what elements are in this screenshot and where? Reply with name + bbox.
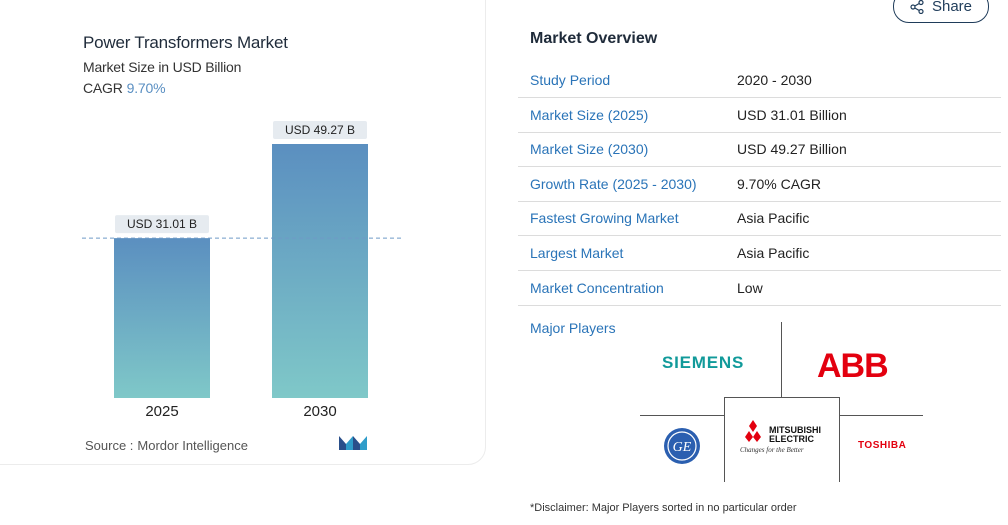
bar-2025: [114, 238, 210, 398]
chart-title: Power Transformers Market: [83, 33, 288, 52]
overview-row-value: USD 49.27 Billion: [737, 141, 847, 158]
chart-subtitle: Market Size in USD Billion: [83, 59, 242, 75]
major-players-label: Major Players: [530, 320, 616, 336]
mitsubishi-diamonds-icon: [745, 420, 761, 442]
source-label: Source :: [85, 438, 134, 453]
overview-row-value: 2020 - 2030: [737, 72, 812, 88]
mitsubishi-logo-text: MITSUBISHI ELECTRIC: [769, 426, 821, 444]
cagr-label: CAGR: [83, 80, 123, 96]
mordor-logo-icon: [339, 436, 367, 450]
overview-row-value: USD 31.01 Billion: [737, 106, 847, 123]
overview-row: Fastest Growing Market Asia Pacific: [518, 201, 1001, 237]
overview-row: Growth Rate (2025 - 2030) 9.70% CAGR: [518, 167, 1001, 202]
toshiba-logo: TOSHIBA: [858, 440, 907, 451]
overview-row-value: Asia Pacific: [737, 210, 810, 227]
data-label: USD 31.01 B: [127, 217, 197, 231]
mitsubishi-tagline: Changes for the Better: [740, 446, 804, 454]
data-label-bg: [115, 215, 209, 234]
overview-title: Market Overview: [530, 30, 658, 47]
overview-row: Largest Market Asia Pacific: [518, 236, 1001, 271]
logo-center-box: [724, 397, 840, 482]
share-label: Share: [931, 0, 973, 15]
ge-logo-icon: GE: [664, 428, 700, 464]
overview-row-value: Low: [737, 279, 763, 296]
overview-row-value: Asia Pacific: [737, 245, 810, 261]
disclaimer-text: *Disclaimer: Major Players sorted in no …: [530, 502, 797, 514]
overview-row: Market Concentration Low: [518, 271, 1001, 306]
siemens-logo: SIEMENS: [662, 353, 745, 372]
overview-row: Study Period 2020 - 2030: [518, 63, 1001, 98]
cagr-value: 9.70%: [126, 80, 166, 96]
overview-row-key[interactable]: Growth Rate (2025 - 2030): [530, 175, 697, 192]
overview-row-key[interactable]: Fastest Growing Market: [530, 210, 679, 227]
share-button[interactable]: Share: [893, 0, 989, 23]
overview-row: Market Size (2025) USD 31.01 Billion: [518, 98, 1001, 133]
logo-divider-right: [840, 415, 923, 416]
data-label: USD 49.27 B: [285, 123, 355, 137]
overview-row-key[interactable]: Study Period: [530, 72, 611, 88]
share-icon: [910, 0, 924, 14]
mitsubishi-line2: ELECTRIC: [769, 434, 814, 444]
logo-divider-vertical: [781, 322, 782, 415]
logo-divider-left: [640, 415, 724, 416]
market-chart-card: USD 31.01 B 2025 USD 49.27 B 2030 Power Tra…: [0, 0, 486, 465]
x-tick-label: 2030: [303, 403, 336, 420]
overview-row-key[interactable]: Market Size (2030): [530, 141, 649, 158]
bar-2030: [272, 144, 368, 398]
major-players-logos: SIEMENS ABB GE MITSUBISHI ELECTRIC Chang…: [640, 322, 923, 482]
abb-logo: ABB: [817, 347, 889, 385]
overview-row-key[interactable]: Market Size (2025): [530, 106, 649, 123]
ge-logo-text: GE: [673, 440, 692, 455]
overview-row: Market Size (2030) USD 49.27 Billion: [518, 132, 1001, 168]
overview-row-value: 9.70% CAGR: [737, 175, 822, 192]
x-tick-label: 2025: [145, 403, 178, 420]
overview-row-key[interactable]: Largest Market: [530, 245, 624, 261]
bar-chart: USD 31.01 B 2025 USD 49.27 B 2030: [82, 121, 402, 420]
source-value: Mordor Intelligence: [137, 438, 248, 453]
chart-source: Source : Mordor Intelligence: [85, 438, 248, 453]
data-label-bg: [273, 121, 367, 139]
mitsubishi-line1: MITSUBISHI: [769, 425, 822, 435]
overview-row-key[interactable]: Market Concentration: [530, 279, 664, 296]
chart-cagr: CAGR 9.70%: [83, 80, 166, 96]
